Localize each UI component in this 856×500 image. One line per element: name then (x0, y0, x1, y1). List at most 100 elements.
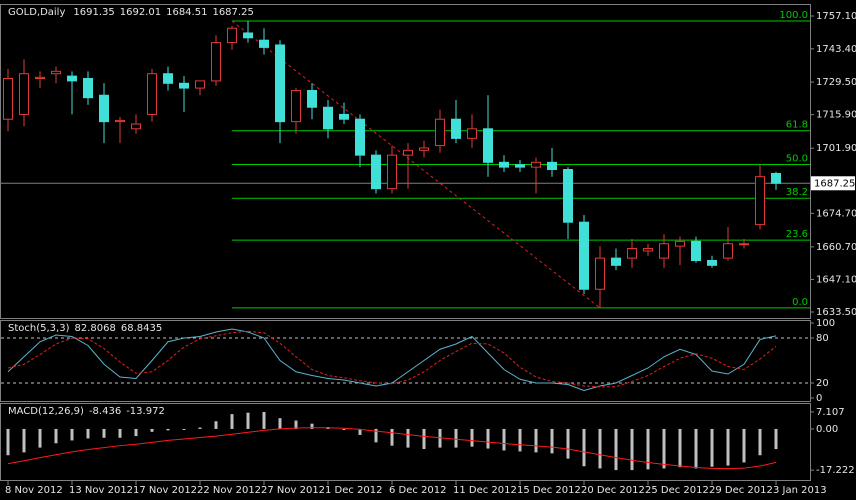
macd-bar (166, 428, 170, 431)
macd-bar (774, 428, 778, 450)
macd-bar (278, 418, 282, 429)
price-box-label: 1687.25 (814, 178, 855, 189)
macd-bar (70, 428, 74, 441)
candle-body (419, 147, 429, 151)
macd-bar (54, 428, 58, 444)
y-tick-label: 1674.70 (816, 208, 856, 219)
macd-value: -8.436 (89, 406, 121, 417)
header-open: 1691.35 (73, 7, 114, 18)
fib-label: 61.8 (786, 120, 808, 131)
candle-body (83, 78, 93, 99)
macd-bar (646, 428, 650, 470)
candle-body (499, 161, 509, 168)
macd-bar (38, 428, 42, 448)
candle-body (147, 73, 157, 115)
macd-bar (758, 428, 762, 456)
candle-body (531, 161, 541, 168)
macd-header: MACD(12,26,9) -8.436 -13.972 (8, 406, 165, 417)
candle-body (275, 44, 285, 123)
candle-body (755, 176, 765, 226)
macd-bar (486, 428, 490, 449)
macd-bar (502, 428, 506, 451)
candle-body (115, 119, 125, 123)
candle-body (387, 154, 397, 190)
x-tick-label: 15 Dec 2012 (517, 485, 581, 496)
stoch-signal-value: 68.8435 (121, 323, 162, 334)
y-tick-label: 1757.10 (816, 11, 856, 22)
x-tick-label: 29 Dec 2012 (709, 485, 773, 496)
y-tick-label: 1743.40 (816, 44, 856, 55)
x-tick-label: 27 Nov 2012 (261, 485, 325, 496)
macd-signal-value: -13.972 (126, 406, 165, 417)
macd-bar (726, 428, 730, 466)
candle-body (451, 118, 461, 139)
y-tick-label: 100 (816, 318, 835, 329)
candle-body (131, 123, 141, 130)
candle-body (339, 113, 349, 120)
candle-body (723, 243, 733, 259)
fib-label: 23.6 (786, 229, 808, 240)
macd-bar (614, 428, 618, 471)
macd-bar (86, 428, 90, 439)
macd-bar (470, 428, 474, 447)
x-tick-label: 22 Nov 2012 (197, 485, 261, 496)
macd-bar (598, 428, 602, 469)
candle-body (403, 149, 413, 156)
y-tick-label: 0.00 (816, 424, 838, 435)
candle-body (179, 82, 189, 89)
macd-bar (182, 428, 186, 430)
y-tick-label: 7.107 (816, 407, 845, 418)
x-tick-label: 11 Dec 2012 (453, 485, 517, 496)
macd-signal-line (7, 427, 777, 470)
macd-bar (550, 428, 554, 454)
x-tick-label: 1 Dec 2012 (325, 485, 383, 496)
macd-bar (694, 428, 698, 469)
macd-bar (214, 421, 218, 429)
fib-label: 100.0 (779, 10, 808, 21)
macd-bar (342, 428, 346, 430)
y-tick-label: 1729.50 (816, 77, 856, 88)
macd-bar (534, 428, 538, 453)
candle-body (19, 73, 29, 115)
stoch-header: Stoch(5,3,3) 82.8068 68.8435 (8, 323, 162, 334)
x-tick-label: 3 Jan 2013 (773, 485, 827, 496)
macd-bar (150, 428, 154, 432)
macd-bar (102, 428, 106, 438)
y-tick-label: 1660.70 (816, 242, 856, 253)
stoch-main-value: 82.8068 (74, 323, 115, 334)
macd-bar (198, 427, 202, 429)
candle-body (467, 128, 477, 139)
y-tick-label: 20 (816, 378, 829, 389)
fib-label: 0.0 (792, 297, 808, 308)
candle-body (195, 80, 205, 89)
candle-body (627, 248, 637, 259)
candle-body (51, 70, 61, 75)
macd-bar (406, 428, 410, 448)
candle-body (515, 164, 525, 168)
candle-body (163, 73, 173, 84)
candle-body (323, 106, 333, 130)
macd-bar (630, 428, 634, 471)
candle-body (707, 260, 717, 266)
candle-body (563, 169, 573, 223)
macd-bar (230, 414, 234, 429)
candle-body (211, 42, 221, 82)
macd-bar (6, 428, 10, 456)
y-tick-label: 1701.90 (816, 143, 856, 154)
candle-body (483, 128, 493, 163)
candle-body (739, 243, 749, 246)
macd-bar (390, 428, 394, 446)
y-tick-label: 0 (816, 393, 822, 404)
stoch-panel-frame (0, 320, 811, 402)
macd-bar (662, 428, 666, 469)
main-panel-frame (0, 4, 811, 319)
x-tick-label: 25 Dec 2012 (645, 485, 709, 496)
candle-body (291, 89, 301, 123)
candle-body (3, 78, 13, 120)
candle-body (227, 27, 237, 44)
x-tick-label: 13 Nov 2012 (69, 485, 133, 496)
macd-bar (134, 428, 138, 437)
candle-body (691, 240, 701, 262)
x-tick-label: 20 Dec 2012 (581, 485, 645, 496)
